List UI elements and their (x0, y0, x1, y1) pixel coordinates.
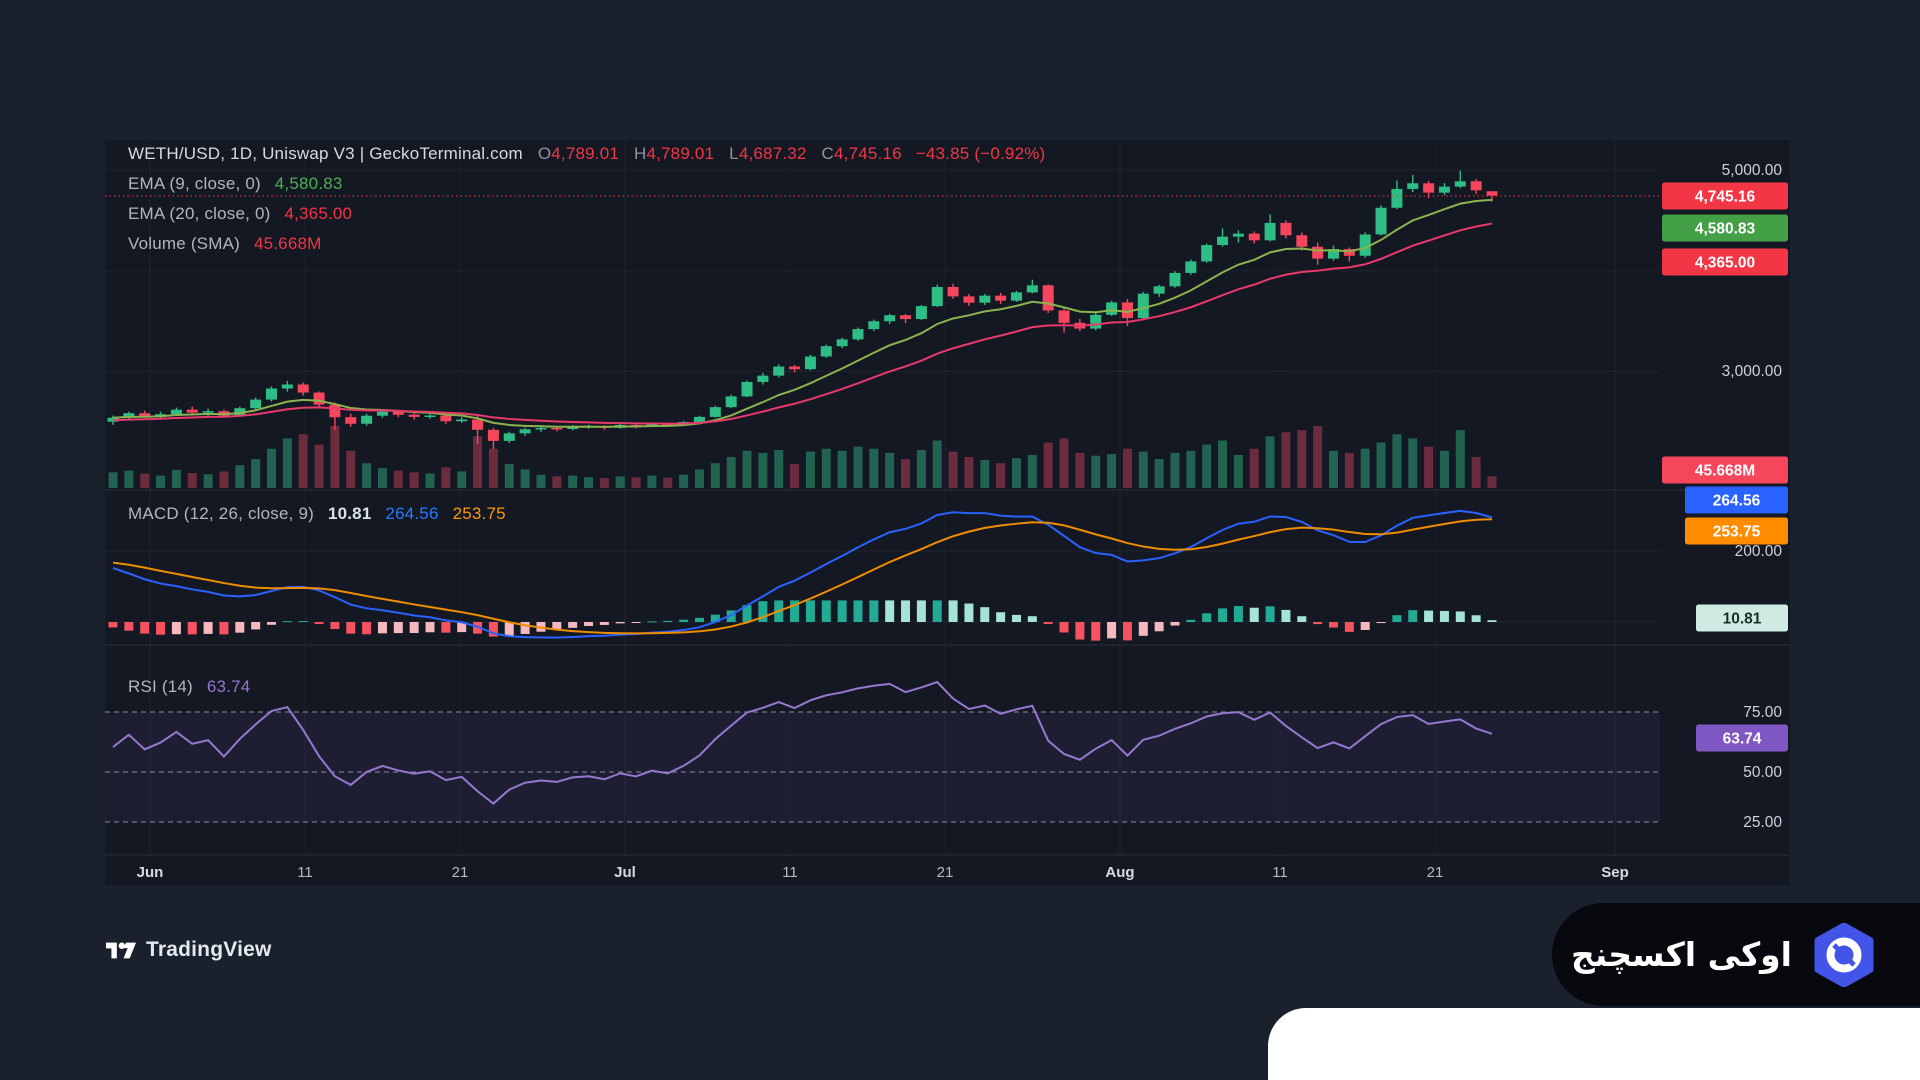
macd-hist-value: 10.81 (327, 504, 372, 523)
high-label: H (633, 144, 647, 163)
svg-text:45.668M: 45.668M (1695, 463, 1755, 480)
macd-label: MACD (12, 26, close, 9) (128, 504, 314, 523)
brand-watermark: اوکی اکسچنج (1552, 903, 1920, 1006)
pane-separators (105, 489, 1790, 856)
axis-badge (1696, 724, 1788, 752)
axis-badge (1662, 248, 1788, 276)
axis-badge (1662, 214, 1788, 242)
brand-hexagon-icon (1814, 922, 1874, 987)
svg-text:21: 21 (452, 864, 469, 881)
macd-lines (112, 509, 1493, 639)
svg-text:11: 11 (1272, 864, 1288, 881)
macd-line-value: 264.56 (385, 504, 439, 523)
symbol-title: WETH/USD, 1D, Uniswap V3 | GeckoTerminal… (128, 144, 523, 163)
chart-container[interactable]: Jun 11 21 Jul 11 21 Aug 11 21 Sep 5,000.00 3,000.00… (105, 140, 1790, 885)
svg-text:Aug: Aug (1105, 864, 1134, 881)
svg-text:11: 11 (782, 864, 798, 881)
svg-text:21: 21 (1427, 864, 1444, 881)
ema9-value: 4,580.83 (274, 174, 343, 193)
svg-text:50.00: 50.00 (1743, 764, 1782, 781)
ema-lines (112, 198, 1493, 428)
svg-text:11: 11 (297, 864, 313, 881)
svg-text:63.74: 63.74 (1723, 731, 1762, 748)
change-value: −43.85 (−0.92%) (915, 144, 1046, 163)
candles (107, 170, 1498, 449)
svg-text:5,000.00: 5,000.00 (1722, 162, 1783, 179)
volume-bars (108, 426, 1497, 488)
legend-macd[interactable]: MACD (12, 26, close, 9) 10.81 264.56 253… (128, 504, 506, 524)
chart-canvas[interactable]: Jun 11 21 Jul 11 21 Aug 11 21 Sep 5,000.00 3,000.00… (105, 140, 1790, 885)
brand-name: اوکی اکسچنج (1570, 935, 1792, 974)
ema20-label: EMA (20, close, 0) (128, 204, 271, 223)
macd-histogram (108, 600, 1497, 641)
legend-ema9[interactable]: EMA (9, close, 0) 4,580.83 (128, 174, 343, 194)
svg-text:10.81: 10.81 (1723, 611, 1762, 628)
svg-text:Sep: Sep (1601, 864, 1629, 881)
volume-value: 45.668M (253, 234, 322, 253)
macd-signal-value: 253.75 (452, 504, 506, 523)
svg-text:4,745.16: 4,745.16 (1695, 189, 1756, 206)
tradingview-attribution[interactable]: TradingView (106, 938, 272, 962)
legend-ema20[interactable]: EMA (20, close, 0) 4,365.00 (128, 204, 352, 224)
axis-badges: 4,745.16 4,580.83 4,365.00 45.668M 264.56 253… (1662, 182, 1788, 752)
tradingview-label: TradingView (146, 938, 272, 961)
rsi-line (112, 680, 1493, 805)
svg-text:200.00: 200.00 (1735, 543, 1783, 560)
high-value: 4,789.01 (646, 144, 715, 163)
tradingview-logo-icon (106, 942, 136, 958)
svg-text:Jul: Jul (614, 864, 636, 881)
svg-text:4,365.00: 4,365.00 (1695, 255, 1755, 272)
svg-text:3,000.00: 3,000.00 (1722, 363, 1783, 380)
svg-text:25.00: 25.00 (1743, 814, 1782, 831)
svg-text:75.00: 75.00 (1743, 704, 1782, 721)
low-label: L (729, 144, 739, 163)
corner-card (1268, 1008, 1920, 1080)
svg-text:21: 21 (937, 864, 954, 881)
low-value: 4,687.32 (738, 144, 807, 163)
axis-badge (1696, 604, 1788, 632)
close-label: C (821, 144, 835, 163)
axis-badge (1685, 486, 1788, 514)
axis-badge (1685, 517, 1788, 545)
axis-badge (1662, 182, 1788, 210)
svg-text:253.75: 253.75 (1713, 524, 1761, 541)
symbol-header[interactable]: WETH/USD, 1D, Uniswap V3 | GeckoTerminal… (128, 144, 1045, 164)
time-axis[interactable]: Jun 11 21 Jul 11 21 Aug 11 21 Sep (137, 864, 1629, 881)
svg-text:264.56: 264.56 (1713, 493, 1761, 510)
price-axis[interactable]: 5,000.00 3,000.00 200.00 75.00 50.00 25.00 (1722, 162, 1783, 831)
legend-rsi[interactable]: RSI (14) 63.74 (128, 677, 250, 697)
open-label: O (537, 144, 552, 163)
rsi-band (105, 711, 1660, 823)
ema9-label: EMA (9, close, 0) (128, 174, 261, 193)
open-value: 4,789.01 (551, 144, 620, 163)
axis-badge (1662, 456, 1788, 484)
close-value: 4,745.16 (834, 144, 902, 163)
volume-label: Volume (SMA) (128, 234, 240, 253)
legend-volume[interactable]: Volume (SMA) 45.668M (128, 234, 322, 254)
svg-text:Jun: Jun (137, 864, 164, 881)
svg-text:4,580.83: 4,580.83 (1695, 221, 1756, 238)
ema20-value: 4,365.00 (284, 204, 353, 223)
rsi-label: RSI (14) (128, 677, 193, 696)
rsi-value: 63.74 (206, 677, 251, 696)
